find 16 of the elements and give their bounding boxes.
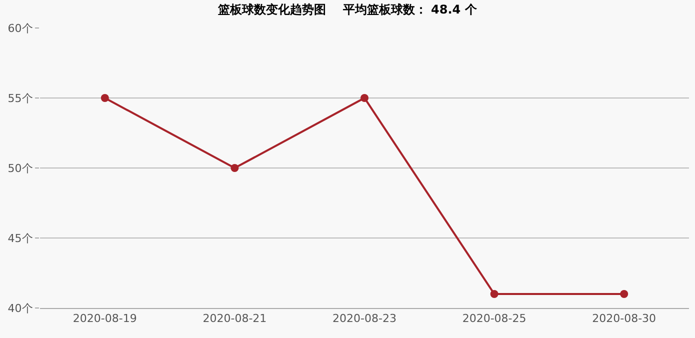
point [360, 94, 368, 102]
y-tick-label: 60个 [8, 22, 33, 35]
x-tick-label: 2020-08-23 [332, 312, 396, 326]
point [620, 290, 628, 298]
y-tick-label: 45个 [8, 232, 33, 245]
y-tick-label: 40个 [8, 302, 33, 315]
point [490, 290, 498, 298]
y-tick-label: 55个 [8, 92, 33, 105]
chart-title: 篮板球数变化趋势图 平均篮板球数： 48.4 个 [217, 2, 478, 16]
x-tick-label: 2020-08-30 [592, 312, 656, 326]
point [230, 164, 239, 172]
x-tick-label: 2020-08-21 [202, 312, 267, 326]
x-tick-label: 2020-08-19 [72, 312, 137, 326]
y-tick-label: 50个 [8, 162, 33, 175]
point [100, 94, 109, 102]
x-tick-label: 2020-08-25 [462, 312, 526, 326]
